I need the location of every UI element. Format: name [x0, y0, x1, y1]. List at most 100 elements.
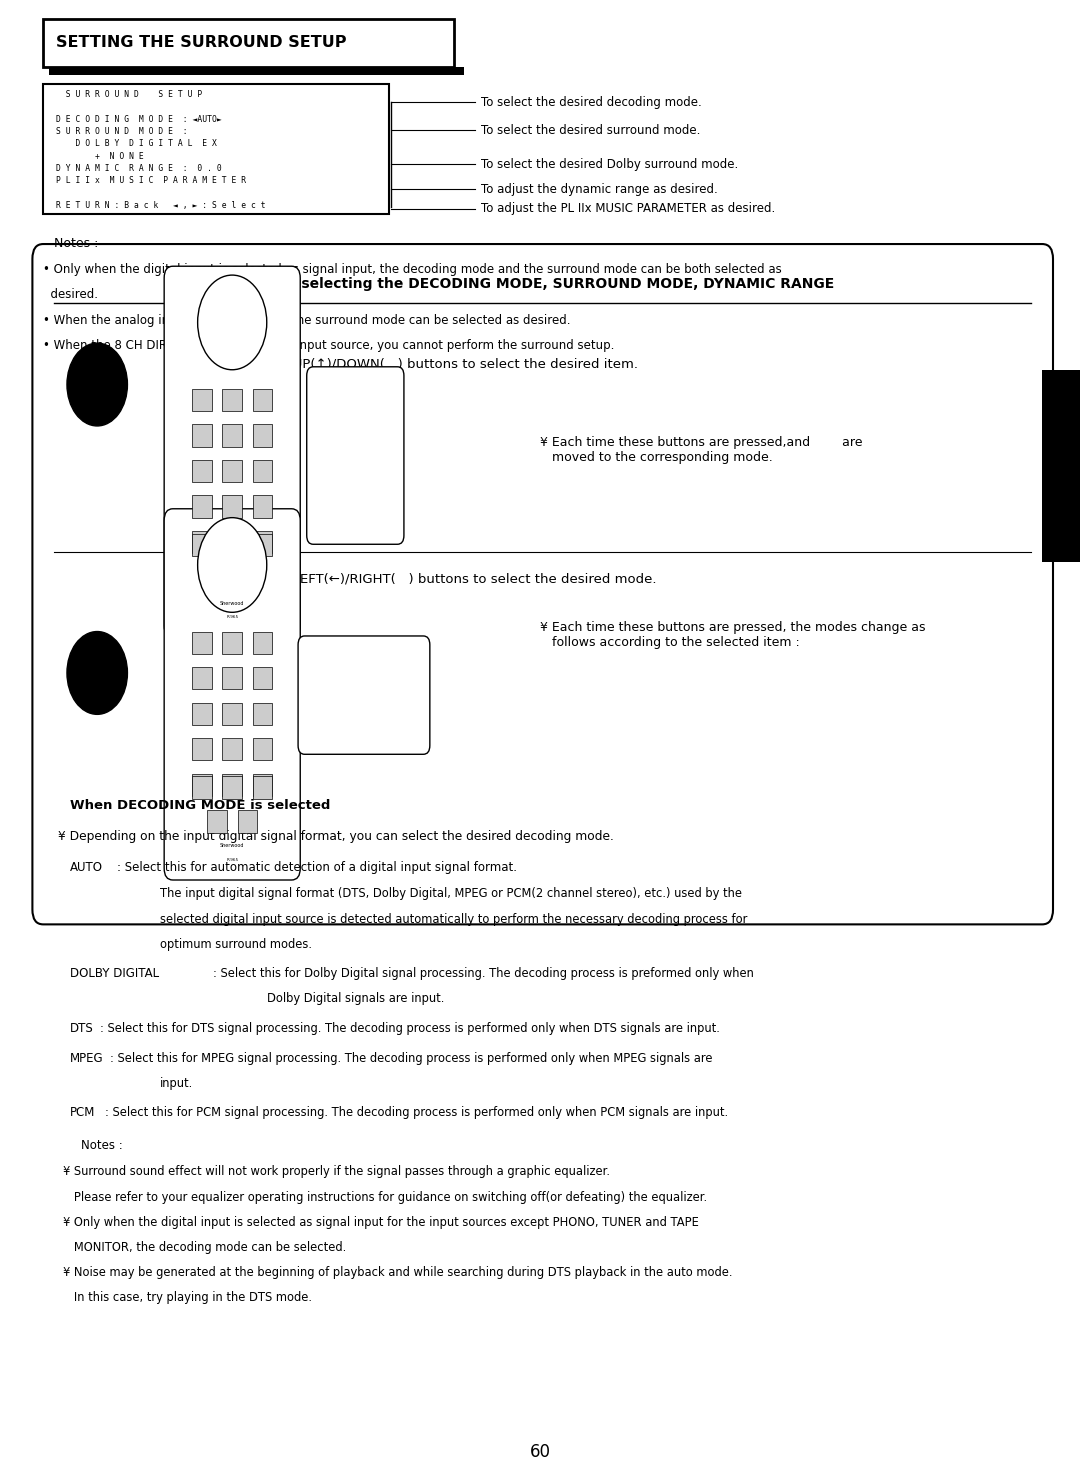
Bar [253, 531, 272, 553]
Text: DOLBY DIGITAL: DOLBY DIGITAL [70, 967, 160, 981]
Text: D O L B Y  D I G I T A L  E X: D O L B Y D I G I T A L E X [56, 139, 217, 148]
Bar [43, 84, 389, 214]
Bar [253, 389, 272, 411]
Text: R-965: R-965 [226, 858, 239, 862]
Text: : Select this for MPEG signal processing. The decoding process is performed only: : Select this for MPEG signal processing… [110, 1052, 713, 1065]
Bar [192, 774, 212, 796]
Bar [222, 632, 242, 654]
Bar [192, 632, 212, 654]
Text: Please refer to your equalizer operating instructions for guidance on switching : Please refer to your equalizer operating… [63, 1191, 706, 1204]
Bar [253, 738, 272, 760]
Text: Sherwood: Sherwood [220, 600, 244, 606]
Bar [222, 534, 242, 556]
FancyBboxPatch shape [164, 509, 300, 880]
Bar [222, 424, 242, 447]
Text: Notes :: Notes : [54, 237, 98, 250]
Bar [192, 667, 212, 689]
Bar [253, 632, 272, 654]
Bar [222, 776, 242, 799]
Text: To adjust the PL IIx MUSIC PARAMETER as desired.: To adjust the PL IIx MUSIC PARAMETER as … [481, 203, 774, 214]
Bar [253, 424, 272, 447]
Text: Press the CURSOR UP(↑)/DOWN(   ) buttons to select the desired item.: Press the CURSOR UP(↑)/DOWN( ) buttons t… [167, 358, 638, 371]
Bar [192, 738, 212, 760]
Bar [222, 703, 242, 725]
Text: MONITOR, the decoding mode can be selected.: MONITOR, the decoding mode can be select… [63, 1241, 346, 1254]
Text: Notes :: Notes : [81, 1139, 123, 1152]
Bar [253, 460, 272, 482]
Text: 1: 1 [90, 374, 105, 395]
Bar [222, 389, 242, 411]
Text: 2: 2 [90, 663, 105, 683]
Text: DTS: DTS [70, 1022, 94, 1035]
Bar [222, 774, 242, 796]
FancyBboxPatch shape [298, 636, 430, 754]
Text: When selecting the DECODING MODE, SURROUND MODE, DYNAMIC RANGE: When selecting the DECODING MODE, SURROU… [252, 277, 834, 290]
Text: To select the desired Dolby surround mode.: To select the desired Dolby surround mod… [481, 158, 738, 170]
Bar [238, 568, 257, 590]
Text: When DECODING MODE is selected: When DECODING MODE is selected [70, 799, 330, 812]
Text: ¥ Each time these buttons are pressed,and        are
   moved to the correspondi: ¥ Each time these buttons are pressed,an… [540, 436, 863, 464]
Text: D Y N A M I C  R A N G E  :  0 . 0: D Y N A M I C R A N G E : 0 . 0 [56, 164, 221, 173]
Text: • When the analog input is selected, only the surround mode can be selected as d: • When the analog input is selected, onl… [43, 314, 570, 327]
Text: Press the CURSOR LEFT(←)/RIGHT(   ) buttons to select the desired mode.: Press the CURSOR LEFT(←)/RIGHT( ) button… [167, 572, 657, 586]
Circle shape [67, 343, 127, 426]
Text: S U R R O U N D  M O D E  :: S U R R O U N D M O D E : [56, 127, 188, 136]
Bar [238, 810, 257, 833]
Text: optimum surround modes.: optimum surround modes. [160, 938, 312, 951]
Circle shape [198, 518, 267, 612]
Bar [192, 531, 212, 553]
Text: In this case, try playing in the DTS mode.: In this case, try playing in the DTS mod… [63, 1291, 312, 1304]
Text: AUTO: AUTO [70, 861, 104, 874]
Text: Sherwood: Sherwood [220, 843, 244, 849]
Text: • Only when the digital input is selected as signal input, the decoding mode and: • Only when the digital input is selecte… [43, 263, 782, 277]
Bar [192, 389, 212, 411]
Circle shape [67, 632, 127, 714]
Text: The input digital signal format (DTS, Dolby Digital, MPEG or PCM(2 channel stere: The input digital signal format (DTS, Do… [160, 887, 742, 901]
Text: To adjust the dynamic range as desired.: To adjust the dynamic range as desired. [481, 183, 717, 195]
Bar [192, 534, 212, 556]
Text: : Select this for PCM signal processing. The decoding process is performed only : : Select this for PCM signal processing.… [105, 1106, 728, 1120]
Bar [192, 424, 212, 447]
Text: To select the desired decoding mode.: To select the desired decoding mode. [481, 96, 701, 108]
Text: ¥ Each time these buttons are pressed, the modes change as
   follows according : ¥ Each time these buttons are pressed, t… [540, 621, 926, 649]
Text: selected digital input source is detected automatically to perform the necessary: selected digital input source is detecte… [160, 913, 747, 926]
Text: SETTING THE SURROUND SETUP: SETTING THE SURROUND SETUP [56, 35, 347, 50]
Text: D E C O D I N G  M O D E  : ◄AUTO►: D E C O D I N G M O D E : ◄AUTO► [56, 114, 221, 124]
Circle shape [198, 275, 267, 370]
FancyBboxPatch shape [32, 244, 1053, 924]
Bar [253, 667, 272, 689]
Text: R-965: R-965 [226, 615, 239, 620]
Bar [222, 667, 242, 689]
Text: ENGLISH: ENGLISH [1054, 435, 1068, 497]
Bar [207, 810, 227, 833]
Text: To select the desired surround mode.: To select the desired surround mode. [481, 124, 700, 136]
Bar [253, 534, 272, 556]
Text: R E T U R N : B a c k   ◄ , ► : S e l e c t: R E T U R N : B a c k ◄ , ► : S e l e c … [56, 201, 266, 210]
Bar [1042, 370, 1080, 562]
Text: : Select this for Dolby Digital signal processing. The decoding process is prefo: : Select this for Dolby Digital signal p… [213, 967, 754, 981]
Text: ¥ Noise may be generated at the beginning of playback and while searching during: ¥ Noise may be generated at the beginnin… [63, 1266, 732, 1279]
Text: • When the 8 CH DIRECT is selected as an input source, you cannot perform the su: • When the 8 CH DIRECT is selected as an… [43, 339, 615, 352]
Text: input.: input. [160, 1077, 193, 1090]
Text: Dolby Digital signals are input.: Dolby Digital signals are input. [267, 992, 444, 1006]
Bar [222, 531, 242, 553]
Text: desired.: desired. [43, 288, 98, 302]
FancyBboxPatch shape [307, 367, 404, 544]
Text: S U R R O U N D    S E T U P: S U R R O U N D S E T U P [56, 90, 202, 99]
Bar [49, 67, 464, 75]
Bar [222, 738, 242, 760]
Text: +  N O N E: + N O N E [56, 152, 144, 161]
Bar [253, 495, 272, 518]
Bar [43, 19, 454, 67]
Text: MPEG: MPEG [70, 1052, 104, 1065]
Bar [192, 460, 212, 482]
FancyBboxPatch shape [164, 266, 300, 637]
Bar [192, 495, 212, 518]
Bar [253, 703, 272, 725]
Bar [192, 703, 212, 725]
Bar [222, 495, 242, 518]
Bar [253, 774, 272, 796]
Text: ¥ Depending on the input digital signal format, you can select the desired decod: ¥ Depending on the input digital signal … [58, 830, 615, 843]
Bar [207, 568, 227, 590]
Text: ¥ Only when the digital input is selected as signal input for the input sources : ¥ Only when the digital input is selecte… [63, 1216, 699, 1229]
